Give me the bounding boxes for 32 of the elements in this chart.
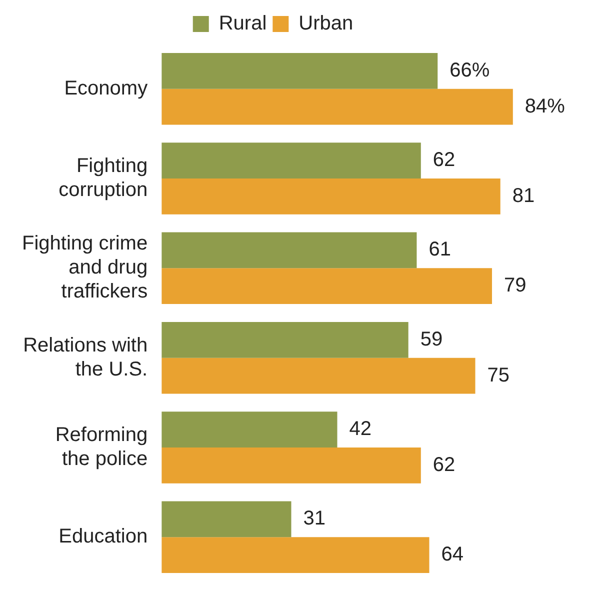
bar [162, 142, 421, 178]
bar [162, 52, 438, 89]
data-label: 66% [450, 59, 490, 82]
data-label: 84% [524, 95, 566, 118]
y-tick-label: Education [58, 526, 148, 548]
data-label: 62 [432, 454, 456, 476]
y-tick-label: Economy [64, 77, 148, 100]
y-tick-label: Fighting corruption [58, 155, 148, 202]
data-label: 62 [432, 149, 456, 172]
data-label: 75 [487, 364, 510, 386]
data-label: 59 [420, 328, 443, 350]
legend-label: Rural [218, 12, 267, 35]
data-label: 42 [349, 418, 372, 440]
data-label: 64 [441, 544, 464, 566]
bar [162, 537, 430, 574]
data-label: 31 [303, 508, 326, 530]
bar [162, 232, 417, 268]
bar [162, 322, 408, 358]
y-tick-label: Reforming the police [55, 424, 148, 470]
bar [162, 178, 500, 214]
bar [162, 358, 476, 394]
bar [162, 501, 292, 538]
legend-label: Urban [298, 12, 354, 35]
bar [162, 448, 421, 484]
y-tick-label: Fighting crime and drug traffickers [22, 232, 148, 303]
bar [162, 412, 338, 448]
data-label: 61 [428, 238, 451, 261]
data-label: 81 [512, 184, 535, 207]
y-tick-label: Relations with the U.S. [23, 334, 148, 380]
bar [162, 88, 513, 125]
bar [162, 268, 492, 304]
data-label: 79 [504, 274, 526, 297]
